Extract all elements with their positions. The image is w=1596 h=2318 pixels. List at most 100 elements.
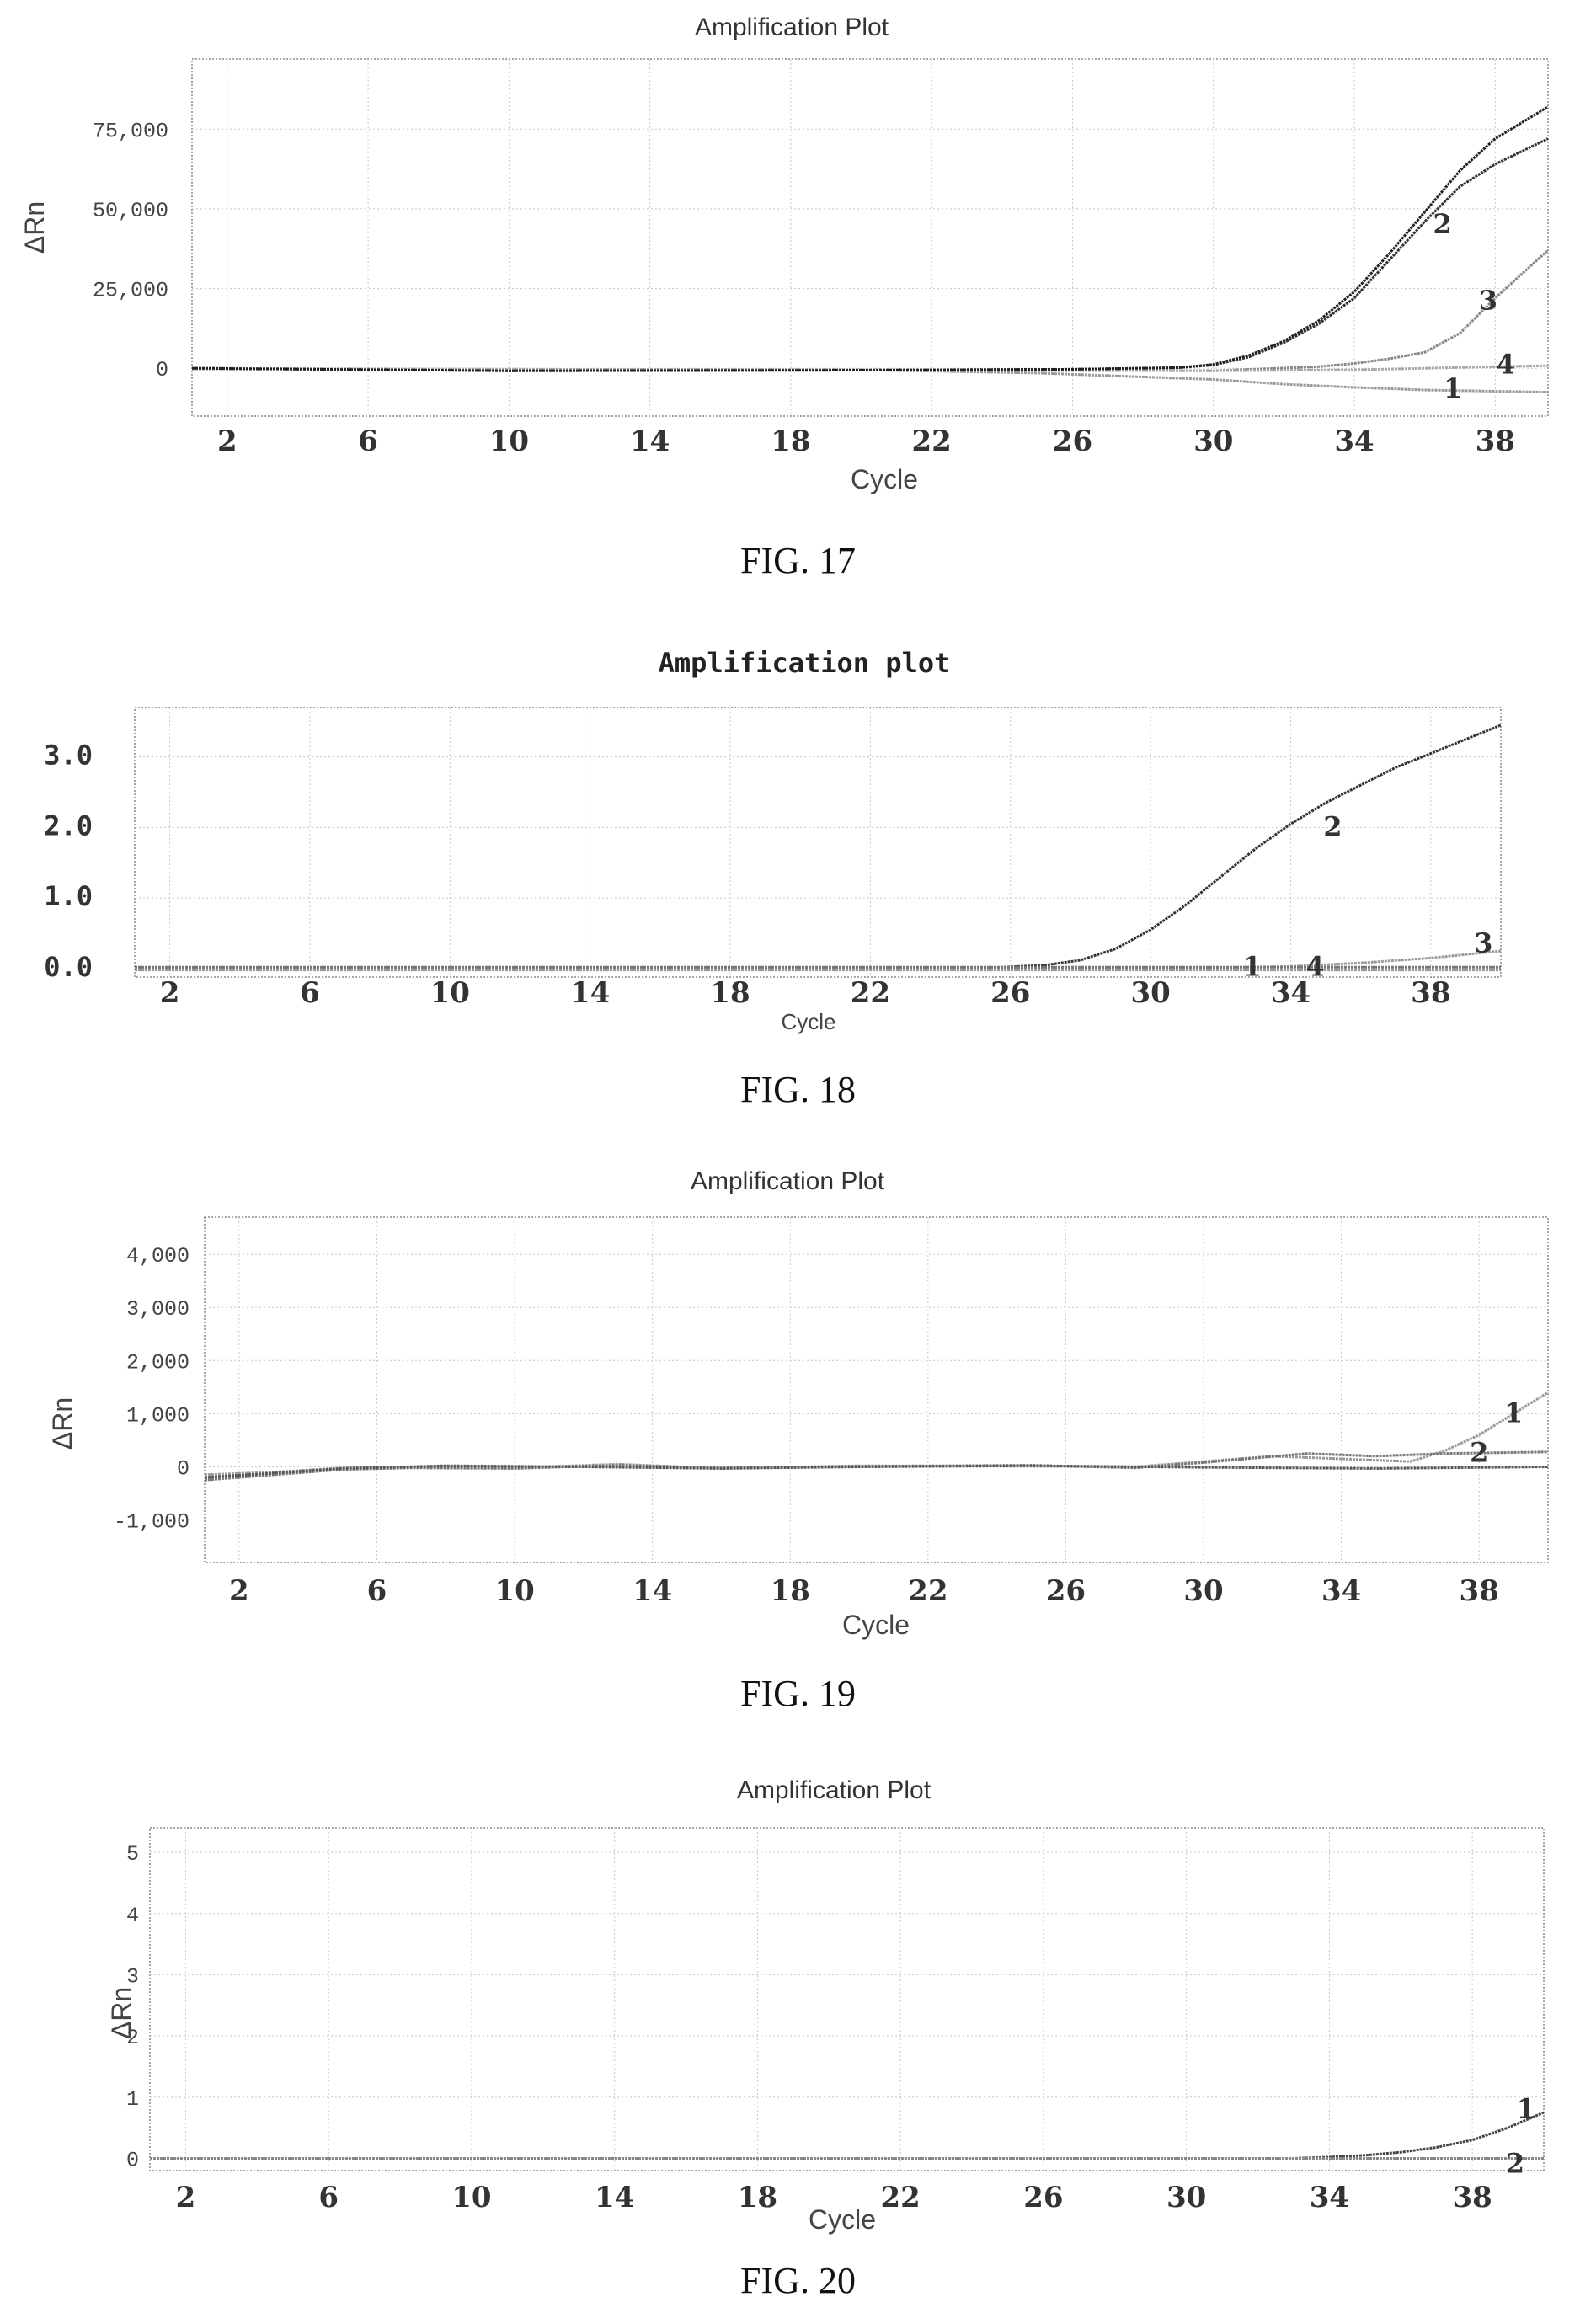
x-tick-label: 2 [229,1574,249,1608]
series-line-4 [191,364,1549,372]
series-line-3 [135,949,1502,970]
x-tick-label: 22 [908,1574,947,1608]
x-tick-label: 10 [489,425,529,458]
chart-title: Amplification Plot [737,1776,931,1804]
series-line-1 [204,1391,1549,1477]
curve-label: 1 [1517,2092,1535,2124]
amplification-plot-fig17: Amplification Plot ΔRn Cycle 2 6 10 14 18 22 2… [19,13,1550,494]
series-line-2 [135,724,1502,970]
plot-frame [149,1827,1545,2171]
x-tick-label: 38 [1476,425,1515,458]
y-axis-label: ΔRn [106,1987,136,2039]
x-tick-label: 26 [1023,2181,1063,2214]
x-tick-label: 10 [494,1574,534,1608]
y-tick-label: 1 [126,2087,139,2112]
y-tick-label: 4,000 [126,1244,189,1268]
series-line-2 [191,137,1549,372]
x-tick-label: 22 [912,425,952,458]
x-tick-label: 18 [771,425,810,458]
x-tick-label: 34 [1321,1574,1361,1608]
curve-label: 2 [1323,810,1342,842]
curve-label: 2 [1470,1437,1488,1469]
x-tick-label: 2 [160,976,180,1010]
y-axis-label: ΔRn [19,201,50,254]
x-tick-label: 38 [1452,2181,1492,2214]
figure-caption: FIG. 17 [740,540,856,581]
x-tick-label: 26 [1046,1574,1086,1608]
curve-label: 1 [1444,372,1462,404]
y-tick-label: 0.0 [44,951,93,983]
x-tick-label: 30 [1193,425,1233,458]
x-tick-label: 34 [1271,976,1310,1010]
x-tick-label: 26 [1053,425,1092,458]
x-axis-label: Cycle [851,464,918,494]
amplification-plot-fig19: Amplification Plot ΔRn Cycle 2 6 10 14 18 22 2… [47,1167,1549,1640]
y-tick-label: -1,000 [114,1510,189,1535]
curve-label: 1 [1243,950,1262,982]
amplification-plot-fig18: Amplification plot Cycle 2 6 10 14 18 22 26 30 3… [44,647,1502,1034]
y-tick-label: 50,000 [93,199,168,223]
y-tick-label: 3 [126,1964,139,1989]
figure-caption: FIG. 19 [740,1673,856,1714]
curve-label: 3 [1479,285,1497,317]
plot-frame [191,58,1549,417]
x-tick-label: 18 [771,1574,810,1608]
curve-label: 2 [1433,208,1451,240]
series-line-3 [191,248,1550,372]
x-tick-label: 14 [630,425,670,458]
series-line-1 [191,367,1549,394]
x-tick-label: 6 [367,1574,387,1608]
curve-label: 2 [1506,2148,1524,2180]
x-tick-label: 38 [1411,976,1450,1010]
x-tick-label: 14 [570,976,610,1010]
y-tick-label: 2.0 [44,809,93,841]
x-tick-label: 38 [1460,1574,1499,1608]
x-tick-label: 30 [1130,976,1170,1010]
x-tick-label: 6 [358,425,378,458]
plot-frame [134,707,1502,978]
y-tick-label: 0 [177,1456,189,1481]
series-line [191,105,1549,372]
y-tick-label: 25,000 [93,279,168,303]
curve-label: 4 [1305,950,1324,982]
curve-label: 1 [1504,1397,1523,1429]
y-tick-label: 0 [126,2148,139,2172]
x-tick-label: 18 [738,2181,777,2214]
x-tick-label: 26 [990,976,1030,1010]
series-line [204,1464,1549,1479]
curve-label: 4 [1497,348,1515,380]
y-tick-label: 1.0 [44,880,93,912]
x-tick-label: 10 [430,976,470,1010]
y-tick-label: 4 [126,1904,139,1928]
figure-caption: FIG. 20 [740,2260,856,2301]
x-tick-label: 22 [851,976,890,1010]
x-axis-label: Cycle [809,2204,876,2235]
x-tick-label: 34 [1310,2181,1349,2214]
x-tick-label: 30 [1183,1574,1223,1608]
x-tick-label: 22 [880,2181,920,2214]
y-tick-label: 2 [126,2026,139,2050]
series-line-1 [150,2111,1545,2160]
y-tick-label: 0 [156,358,168,382]
x-tick-label: 18 [710,976,750,1010]
y-tick-label: 3,000 [126,1297,189,1322]
x-axis-label: Cycle [781,1009,835,1034]
amplification-plot-fig20: Amplification Plot ΔRn Cycle 2 6 10 14 18 22 2… [106,1776,1545,2235]
y-axis-label: ΔRn [47,1397,77,1450]
chart-title: Amplification plot [659,647,951,679]
y-tick-label: 5 [126,1842,139,1867]
x-tick-label: 30 [1166,2181,1206,2214]
y-tick-label: 2,000 [126,1350,189,1375]
x-tick-label: 10 [451,2181,491,2214]
curve-label: 3 [1474,927,1492,959]
x-tick-label: 6 [300,976,320,1010]
y-tick-label: 3.0 [44,740,93,772]
x-tick-label: 6 [318,2181,339,2214]
x-axis-label: Cycle [842,1610,910,1640]
x-tick-label: 2 [176,2181,196,2214]
x-tick-label: 2 [217,425,238,458]
plot-frame [204,1216,1549,1563]
y-tick-label: 75,000 [93,119,168,143]
chart-title: Amplification Plot [691,1167,885,1195]
figure-caption: FIG. 18 [740,1069,856,1110]
